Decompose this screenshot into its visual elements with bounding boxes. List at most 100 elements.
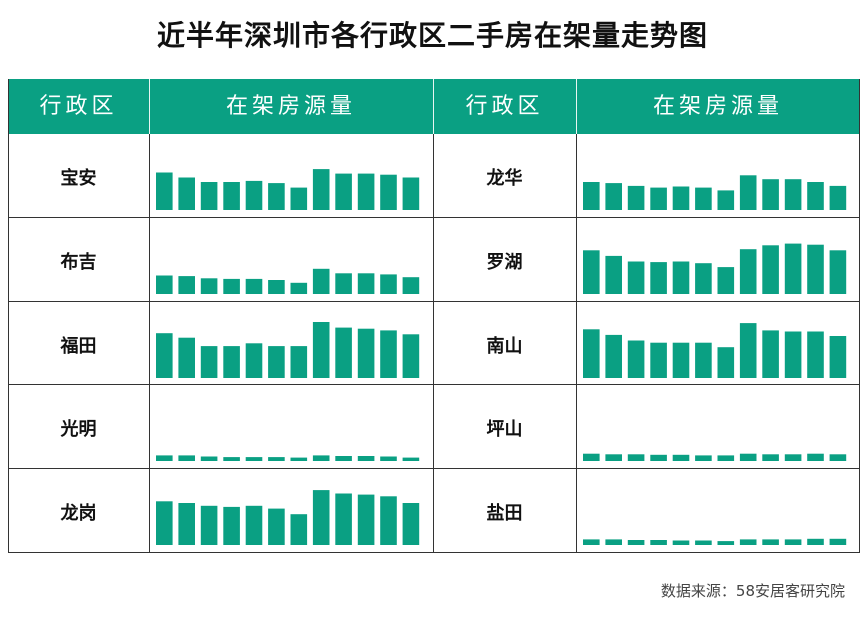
bar	[268, 345, 285, 378]
sparkline-bar-chart	[583, 175, 847, 210]
bar	[357, 456, 375, 462]
bar	[245, 278, 263, 294]
bar	[402, 333, 420, 378]
sparkline-bar-chart	[156, 455, 420, 462]
bar	[672, 186, 690, 210]
bar	[200, 345, 218, 378]
column-divider	[859, 79, 860, 553]
bar	[156, 275, 173, 294]
bar	[380, 174, 397, 210]
bar	[717, 541, 735, 546]
bar	[807, 454, 824, 462]
bar	[380, 496, 397, 546]
bar	[807, 538, 824, 546]
bar	[156, 332, 173, 378]
bar	[650, 455, 667, 462]
bar	[650, 187, 667, 210]
bar	[829, 454, 847, 462]
chart-title: 近半年深圳市各行政区二手房在架量走势图	[156, 19, 708, 52]
bar	[807, 182, 824, 210]
table-header: 行政区 在架房源量 行政区 在架房源量	[8, 79, 860, 134]
region-name: 罗湖	[486, 251, 523, 273]
bar	[200, 182, 218, 210]
bar	[583, 182, 600, 210]
sparkline-bar-chart	[156, 169, 420, 210]
bar	[290, 514, 308, 546]
bar	[784, 454, 802, 462]
region-name: 盐田	[486, 503, 523, 525]
bar	[762, 179, 779, 210]
column-divider	[8, 79, 9, 553]
sparkline-bar-chart	[583, 538, 847, 546]
bar	[695, 342, 712, 378]
bar	[784, 179, 802, 210]
bar	[695, 187, 712, 210]
row-divider	[8, 468, 860, 469]
bar	[290, 457, 308, 462]
bar	[717, 266, 735, 294]
bar	[156, 172, 173, 210]
row-divider	[8, 301, 860, 302]
bar	[807, 244, 824, 294]
bar	[245, 457, 263, 462]
bar	[178, 275, 195, 294]
bar	[223, 507, 240, 546]
header-region-right: 行政区	[465, 94, 544, 119]
bar	[650, 261, 667, 294]
bar	[739, 248, 757, 294]
bar	[156, 501, 173, 546]
bar	[627, 185, 645, 210]
bar	[583, 539, 600, 546]
bar	[762, 454, 779, 462]
bar	[268, 183, 285, 210]
bar	[402, 457, 420, 462]
bar	[583, 328, 600, 378]
bar	[627, 340, 645, 378]
region-name: 南山	[486, 335, 523, 357]
bar	[312, 268, 330, 294]
bar	[784, 331, 802, 378]
region-name: 光明	[60, 419, 97, 441]
bar	[335, 493, 352, 546]
bar	[357, 273, 375, 294]
bar	[672, 261, 690, 294]
column-divider	[433, 134, 434, 553]
bar	[312, 490, 330, 546]
bar	[717, 346, 735, 378]
bar	[268, 279, 285, 294]
bar	[739, 175, 757, 210]
sparkline-bar-chart	[156, 321, 420, 378]
bar	[605, 334, 622, 378]
sparkline-bar-chart	[583, 243, 847, 294]
bar	[762, 245, 779, 294]
bar	[672, 342, 690, 378]
bar	[245, 180, 263, 210]
bar	[605, 255, 622, 294]
bar	[312, 169, 330, 210]
bar	[583, 454, 600, 462]
bar	[695, 455, 712, 462]
bar	[739, 539, 757, 546]
bar	[672, 455, 690, 462]
bar	[312, 321, 330, 378]
bar	[335, 173, 352, 210]
bar	[650, 342, 667, 378]
bar	[807, 331, 824, 378]
bar	[627, 261, 645, 294]
row-divider	[8, 217, 860, 218]
region-name: 坪山	[486, 419, 523, 441]
bar	[357, 494, 375, 546]
bar	[156, 455, 173, 462]
bar	[717, 190, 735, 210]
data-table: 行政区 在架房源量 行政区 在架房源量 宝安 布吉 福田 光明 龙岗 龙华 罗湖 南山 坪山 盐田	[8, 79, 860, 553]
bar	[672, 540, 690, 546]
bar	[178, 503, 195, 546]
bar	[290, 282, 308, 294]
bar	[380, 456, 397, 462]
bar	[627, 540, 645, 546]
bar	[290, 345, 308, 378]
header-region-left: 行政区	[39, 94, 118, 119]
bar	[829, 538, 847, 546]
bar	[605, 183, 622, 210]
bar	[784, 539, 802, 546]
